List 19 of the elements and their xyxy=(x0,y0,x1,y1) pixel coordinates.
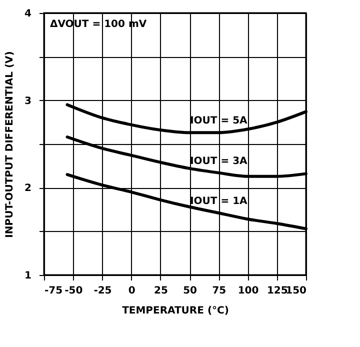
y-tick-label: 3 xyxy=(24,96,32,107)
y-tick-label: 2 xyxy=(24,183,32,194)
x-tick-label: -50 xyxy=(64,286,83,296)
series-label: IOUT = 1A xyxy=(190,196,248,207)
x-tick-label: -25 xyxy=(94,286,112,296)
y-axis-title: INPUT-OUTPUT DIFFERENTIAL (V) xyxy=(4,51,16,238)
series-label: IOUT = 3A xyxy=(190,156,248,167)
x-tick-label: 100 xyxy=(238,286,259,296)
series-label: IOUT = 5A xyxy=(190,116,248,127)
x-tick-label: 75 xyxy=(212,286,226,296)
x-tick-label: 25 xyxy=(154,286,168,296)
y-tick-label: 1 xyxy=(24,270,32,282)
x-tick-label: 125 xyxy=(266,286,288,296)
x-tick-label: 150 xyxy=(286,286,307,296)
y-tick-label: 4 xyxy=(24,8,32,20)
x-tick-label: 50 xyxy=(183,286,198,296)
x-axis-title: TEMPERATURE (°C) xyxy=(122,306,229,316)
x-tick-label: 0 xyxy=(128,286,136,296)
x-tick-label: -75 xyxy=(44,286,63,296)
